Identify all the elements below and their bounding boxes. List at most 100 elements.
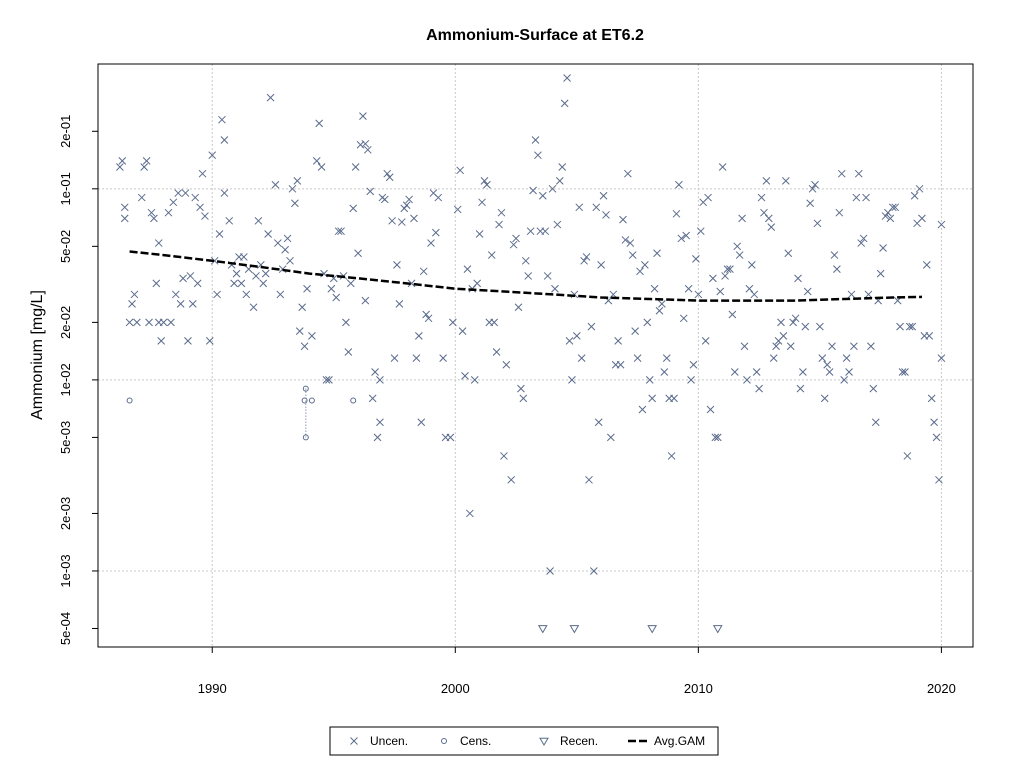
data-point-uncen [937, 354, 946, 362]
data-point-uncen [589, 567, 598, 575]
data-point-uncen [937, 220, 946, 229]
data-point-uncen [487, 251, 496, 259]
data-point-uncen [769, 354, 778, 362]
y-tick-label: 2e-02 [58, 306, 73, 339]
data-point-uncen [198, 169, 207, 178]
data-point-uncen [922, 260, 931, 269]
data-point-uncen [781, 177, 790, 185]
data-point-uncen [308, 332, 316, 340]
data-point-uncen [925, 332, 934, 340]
data-point-uncen [184, 337, 192, 345]
data-point-uncen [383, 169, 392, 178]
data-point-uncen [672, 209, 681, 218]
data-point-uncen [704, 193, 712, 202]
data-point-uncen [740, 342, 749, 351]
data-point-uncen [174, 189, 183, 197]
y-axis-label: Ammonium [mg/L] [29, 290, 46, 420]
data-point-uncen [249, 303, 258, 312]
data-point-uncen [434, 193, 443, 202]
data-point-uncen [755, 384, 763, 393]
data-point-uncen [376, 418, 384, 427]
data-point-uncen [453, 205, 462, 214]
data-point-uncen [597, 260, 605, 269]
data-point-uncen [670, 394, 678, 403]
data-point-uncen [823, 360, 832, 369]
data-point-uncen [317, 163, 326, 171]
y-tick-label: 1e-03 [58, 554, 73, 587]
data-point-uncen [500, 452, 508, 460]
data-point-uncen [777, 318, 785, 327]
data-point-uncen [811, 180, 819, 189]
data-point-uncen [852, 193, 861, 202]
data-point-uncen [568, 376, 576, 384]
data-point-uncen [125, 318, 134, 327]
data-point-uncen [876, 269, 885, 278]
y-tick-label: 1e-01 [58, 172, 73, 205]
data-point-uncen [128, 299, 136, 308]
data-point-uncen [711, 433, 720, 442]
data-point-uncen [728, 310, 737, 319]
data-point-uncen [606, 433, 615, 442]
data-point-uncen [393, 260, 401, 269]
data-point-uncen [896, 322, 904, 331]
data-point-uncen [830, 251, 839, 259]
data-point-uncen [130, 290, 139, 299]
data-point-uncen [553, 220, 562, 229]
data-point-uncen [908, 322, 917, 331]
legend-label: Cens. [460, 734, 491, 748]
data-point-uncen [813, 219, 822, 228]
data-point-uncen [524, 272, 533, 280]
data-point-uncen [845, 368, 853, 376]
data-point-uncen [376, 376, 384, 384]
data-point-uncen [295, 327, 304, 335]
data-point-uncen [585, 475, 593, 484]
data-point-uncen [560, 99, 569, 108]
data-point-uncen [667, 452, 676, 460]
data-point-uncen [422, 310, 430, 319]
data-point-uncen [531, 136, 540, 144]
data-point-uncen [225, 216, 234, 225]
y-tick-label: 5e-03 [58, 421, 73, 454]
data-point-uncen [154, 239, 163, 247]
data-point-recen [569, 625, 580, 634]
data-point-uncen [621, 236, 630, 244]
data-point-uncen [261, 269, 270, 278]
data-point-uncen [915, 184, 924, 193]
data-point-uncen [427, 239, 435, 247]
data-point-uncen [344, 348, 353, 356]
data-point-uncen [405, 195, 413, 204]
data-point-uncen [414, 332, 423, 340]
data-point-uncen [910, 191, 919, 200]
data-point-uncen [242, 290, 251, 299]
y-tick-label: 2e-03 [58, 497, 73, 530]
data-point-cens [302, 434, 309, 441]
data-point-uncen [701, 337, 710, 345]
data-point-uncen [186, 272, 195, 280]
data-point-uncen [677, 234, 686, 243]
data-point-uncen [619, 215, 627, 224]
data-point-uncen [283, 234, 292, 243]
data-point-uncen [650, 284, 659, 293]
data-point-uncen [412, 354, 421, 362]
data-point-uncen [463, 265, 472, 273]
data-point-uncen [300, 342, 309, 351]
data-point-uncen [796, 384, 805, 393]
x-tick-label: 2020 [927, 681, 956, 696]
data-point-uncen [713, 433, 722, 442]
data-point-uncen [354, 249, 362, 258]
data-point-uncen [614, 337, 622, 345]
data-point-uncen [208, 151, 217, 160]
data-point-uncen [458, 327, 467, 335]
data-point-uncen [616, 360, 625, 369]
data-point-uncen [563, 74, 571, 82]
data-point-uncen [293, 177, 302, 185]
data-point-uncen [862, 193, 870, 202]
y-tick-label: 5e-02 [58, 230, 73, 263]
legend: Uncen. Cens. Recen. Avg.GAM [329, 726, 719, 756]
data-point-uncen [799, 368, 807, 376]
data-point-uncen [490, 318, 499, 327]
data-point-uncen [548, 184, 557, 193]
data-point-uncen [521, 256, 530, 265]
data-point-uncen [276, 290, 285, 299]
data-point-uncen [626, 239, 635, 247]
